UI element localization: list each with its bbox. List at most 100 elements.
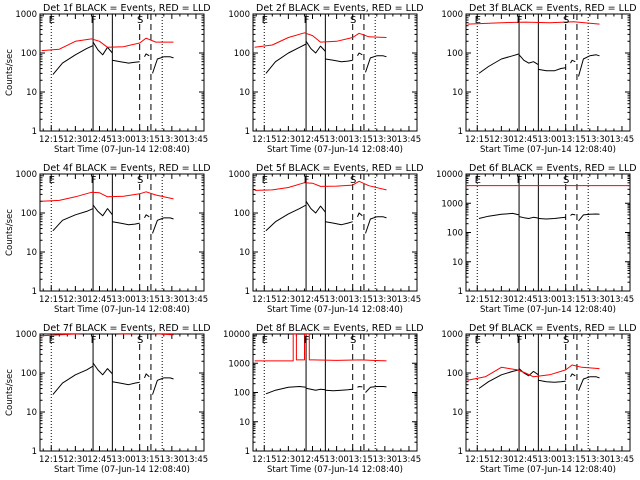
x-tick-label: 13:45: [610, 135, 635, 145]
marker-label: S: [350, 15, 356, 26]
events-series-line: [578, 54, 600, 77]
plot-data: [254, 334, 387, 451]
marker-label: S: [563, 15, 569, 26]
y-tick-label: 1: [32, 127, 37, 137]
x-tick-label: 13:30: [373, 455, 398, 465]
panel-det-2f: Det 2f BLACK = Events, RED = LLD 1 10 100 10…: [228, 3, 423, 155]
events-series-line: [52, 45, 94, 75]
marker-label: F: [517, 335, 523, 346]
events-series-line: [152, 217, 174, 234]
x-tick-label: 13:45: [610, 295, 635, 305]
marker-label: F: [517, 15, 523, 26]
y-tick-label: 1: [458, 127, 463, 137]
x-tick-label: 13:00: [537, 135, 562, 145]
events-series-line: [112, 59, 140, 64]
marker-label: E: [262, 15, 268, 26]
events-series-line: [52, 365, 94, 395]
y-tick-label: 10: [239, 248, 250, 258]
panel-title: Det 7f BLACK = Events, RED = LLD: [43, 323, 211, 334]
y-tick-label: 10: [452, 88, 463, 98]
y-tick-label: 1000: [228, 10, 250, 20]
lld-series-line: [254, 334, 387, 362]
x-tick-label: 12:30: [489, 455, 514, 465]
lld-series-line: [41, 191, 174, 202]
x-tick-label: 12:30: [63, 455, 88, 465]
events-series-line: [365, 386, 387, 393]
x-tick-label: 13:15: [135, 135, 160, 145]
marker-label: F: [91, 175, 97, 186]
marker-label: E: [475, 335, 481, 346]
y-tick-label: 100: [447, 49, 463, 59]
x-tick-label: 13:00: [537, 295, 562, 305]
y-tick-label: 100: [234, 389, 250, 399]
x-tick-label: 12:30: [276, 295, 301, 305]
x-tick-label: 12:15: [39, 135, 64, 145]
x-tick-label: 12:45: [300, 135, 325, 145]
y-tick-label: 1: [32, 287, 37, 297]
y-tick-label: 100: [21, 209, 37, 219]
y-tick-label: 1000: [228, 359, 250, 369]
events-series-line: [265, 386, 307, 395]
x-tick-label: 13:15: [561, 295, 586, 305]
events-series-line: [92, 41, 113, 56]
events-series-line: [92, 362, 113, 376]
y-tick-label: 1: [245, 287, 250, 297]
x-tick-label: 12:45: [513, 455, 538, 465]
x-tick-label: 12:45: [87, 135, 112, 145]
y-tick-label: 1: [245, 127, 250, 137]
x-tick-label: 12:45: [300, 295, 325, 305]
x-tick-label: 13:00: [324, 455, 349, 465]
events-series-line: [305, 41, 326, 54]
x-tick-label: 13:30: [160, 295, 185, 305]
marker-label: F: [304, 15, 310, 26]
x-tick-label: 13:30: [586, 295, 611, 305]
x-tick-label: 13:15: [348, 135, 373, 145]
events-series-line: [265, 204, 307, 232]
x-tick-label: 13:15: [348, 295, 373, 305]
x-tick-label: 12:15: [252, 135, 277, 145]
axes-frame: [465, 173, 631, 292]
x-tick-label: 12:15: [39, 455, 64, 465]
axes-frame: [39, 333, 205, 452]
y-tick-label: 100: [447, 369, 463, 379]
y-axis-label: Counts/sec: [5, 49, 15, 96]
y-tick-label: 1000: [15, 330, 37, 340]
panel-det-9f: Det 9f BLACK = Events, RED = LLD 1 10 100 10…: [441, 323, 636, 475]
x-axis-label: Start Time (07-Jun-14 12:08:40): [267, 305, 403, 315]
x-tick-label: 13:30: [160, 455, 185, 465]
x-tick-label: 12:15: [39, 295, 64, 305]
panel-title: Det 8f BLACK = Events, RED = LLD: [256, 323, 424, 334]
x-tick-label: 12:15: [252, 295, 277, 305]
panel-title: Det 2f BLACK = Events, RED = LLD: [256, 3, 424, 14]
x-tick-label: 13:30: [160, 135, 185, 145]
x-tick-label: 13:45: [397, 135, 422, 145]
lld-series-line: [254, 32, 387, 48]
x-tick-label: 13:15: [348, 455, 373, 465]
plot-data: [467, 14, 600, 131]
events-series-line: [112, 381, 140, 386]
events-series-line: [144, 53, 150, 58]
marker-label: E: [262, 175, 268, 186]
lld-series-line: [467, 21, 600, 25]
y-axis-label: Counts/sec: [5, 369, 15, 416]
events-series-line: [357, 386, 363, 388]
x-axis-label: Start Time (07-Jun-14 12:08:40): [480, 465, 616, 475]
y-tick-label: 1: [245, 447, 250, 457]
plot-data: [467, 334, 600, 451]
x-tick-label: 12:30: [489, 135, 514, 145]
marker-label: F: [304, 335, 310, 346]
events-series-line: [152, 377, 174, 395]
x-axis-label: Start Time (07-Jun-14 12:08:40): [54, 305, 190, 315]
y-tick-label: 10: [26, 248, 37, 258]
y-tick-label: 100: [447, 229, 463, 239]
x-tick-label: 12:45: [300, 455, 325, 465]
y-tick-label: 10: [239, 88, 250, 98]
plot-data: [41, 174, 174, 291]
lld-series-line: [254, 180, 387, 191]
events-series-line: [325, 221, 353, 226]
x-tick-label: 12:15: [465, 295, 490, 305]
marker-label: E: [49, 15, 55, 26]
panel-title: Det 4f BLACK = Events, RED = LLD: [43, 163, 211, 174]
y-tick-label: 100: [234, 209, 250, 219]
y-tick-label: 10000: [223, 330, 250, 340]
